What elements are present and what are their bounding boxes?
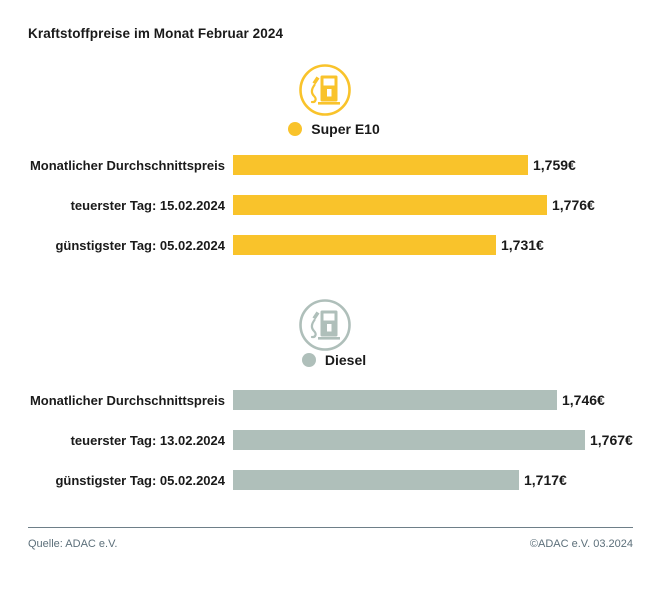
price-value: 1,746€ — [562, 392, 605, 408]
price-bar — [233, 470, 519, 490]
footer-divider — [28, 527, 633, 528]
legend-super-e10: Super E10 — [0, 121, 668, 137]
price-value: 1,731€ — [501, 237, 544, 253]
price-bar — [233, 195, 547, 215]
bar-row: Monatlicher Durchschnittspreis 1,759€ — [28, 155, 640, 175]
footer-source: Quelle: ADAC e.V. — [28, 538, 118, 550]
fuel-pump-icon — [298, 63, 352, 117]
bar-row-label: Monatlicher Durchschnittspreis — [29, 392, 225, 408]
bar-row-label: günstigster Tag: 05.02.2024 — [55, 237, 225, 253]
bar-row: günstigster Tag: 05.02.2024 1,731€ — [28, 235, 640, 255]
legend-diesel: Diesel — [0, 352, 668, 368]
chart-title: Kraftstoffpreise im Monat Februar 2024 — [28, 26, 284, 41]
bar-row: günstigster Tag: 05.02.2024 1,717€ — [28, 470, 640, 490]
legend-dot-diesel — [301, 353, 316, 367]
footer-copyright: ©ADAC e.V. 03.2024 — [529, 538, 633, 550]
price-value: 1,759€ — [533, 157, 576, 173]
price-value: 1,776€ — [552, 197, 595, 213]
price-value: 1,767€ — [590, 432, 633, 448]
legend-label-super: Super E10 — [311, 121, 380, 137]
price-bar — [233, 235, 496, 255]
bar-row: teuerster Tag: 13.02.2024 1,767€ — [28, 430, 640, 450]
bar-row-label: teuerster Tag: 13.02.2024 — [70, 432, 225, 448]
bar-row-label: Monatlicher Durchschnittspreis — [29, 157, 225, 173]
legend-dot-super — [288, 122, 303, 136]
fuel-pump-icon — [298, 298, 352, 352]
bar-group-super-e10: Monatlicher Durchschnittspreis 1,759€ te… — [28, 155, 640, 275]
price-bar — [233, 390, 557, 410]
bar-row: teuerster Tag: 15.02.2024 1,776€ — [28, 195, 640, 215]
bar-group-diesel: Monatlicher Durchschnittspreis 1,746€ te… — [28, 390, 640, 510]
bar-row: Monatlicher Durchschnittspreis 1,746€ — [28, 390, 640, 410]
bar-row-label: günstigster Tag: 05.02.2024 — [55, 472, 225, 488]
price-bar — [233, 155, 528, 175]
bar-row-label: teuerster Tag: 15.02.2024 — [70, 197, 225, 213]
price-bar — [233, 430, 585, 450]
price-value: 1,717€ — [524, 472, 567, 488]
legend-label-diesel: Diesel — [324, 352, 367, 368]
